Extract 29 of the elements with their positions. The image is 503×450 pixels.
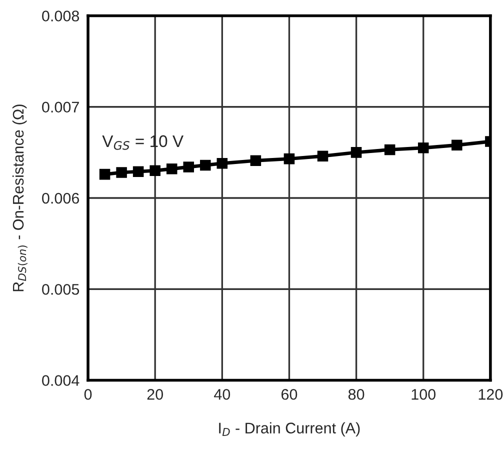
x-tick-label: 80 — [348, 388, 364, 400]
x-tick-label: 0 — [84, 388, 92, 400]
point — [116, 167, 127, 178]
point — [150, 165, 160, 176]
point — [216, 158, 228, 169]
y-tick-label: 0.008 — [42, 10, 80, 22]
y-axis-title: R$_{DS(on)}$ - On-Resistance (Ω) — [12, 104, 28, 292]
point — [350, 147, 362, 158]
point — [384, 144, 396, 156]
point — [317, 150, 328, 162]
point — [418, 142, 429, 154]
point — [250, 155, 262, 166]
x-tick-label: 120 — [478, 388, 503, 400]
point — [183, 162, 194, 172]
y-tick-label: 0.004 — [42, 375, 80, 386]
point — [99, 168, 110, 180]
y-tick-label: 0.006 — [42, 192, 80, 204]
point — [284, 153, 295, 164]
point — [200, 160, 211, 171]
x-tick-label: 60 — [282, 388, 298, 400]
point — [452, 140, 462, 151]
point — [166, 163, 178, 174]
y-tick-label: 0.007 — [42, 102, 79, 113]
x-tick-label: 100 — [412, 388, 436, 400]
point — [132, 166, 144, 177]
y-tick-label: 0.005 — [42, 284, 80, 295]
x-tick-label: 40 — [214, 388, 230, 400]
x-tick-label: 20 — [147, 388, 163, 400]
x-axis-title: I$_{D}$ - Drain Current (A) — [219, 422, 360, 437]
